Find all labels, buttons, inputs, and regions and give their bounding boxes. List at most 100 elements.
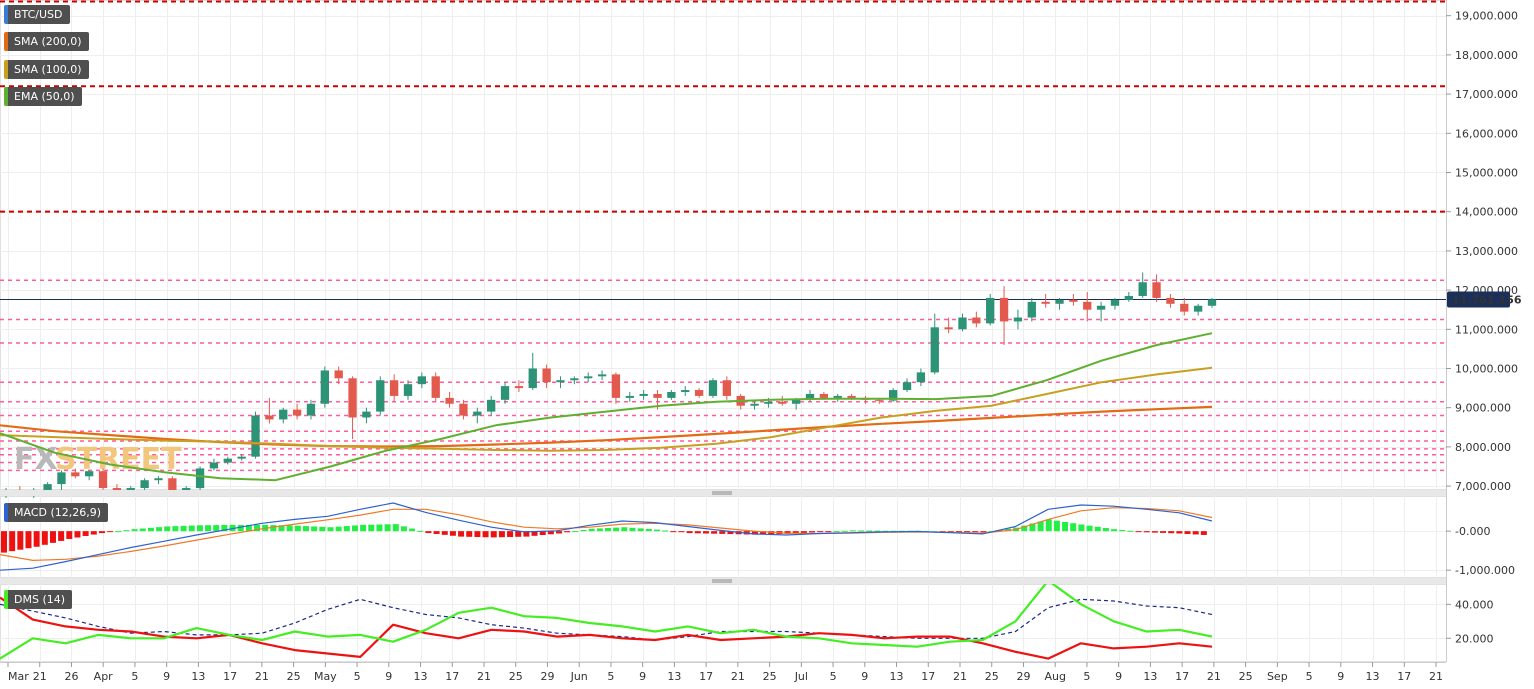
x-tick-label: 21 <box>1429 670 1443 683</box>
legend-macd[interactable]: MACD (12,26,9) <box>4 503 109 522</box>
macd-histogram-bar <box>180 525 187 532</box>
macd-histogram-bar <box>678 531 685 533</box>
candle <box>639 390 648 400</box>
macd-histogram-bar <box>572 531 579 533</box>
candle-body <box>750 403 759 406</box>
candle <box>1152 274 1161 302</box>
x-tick-label: 17 <box>223 670 237 683</box>
last-price-badge-bg <box>1447 291 1510 308</box>
legend-sma-200[interactable]: SMA (200,0) <box>4 32 89 51</box>
candle <box>71 468 80 479</box>
macd-histogram-bar <box>1070 523 1077 532</box>
macd-histogram-bar <box>139 528 146 532</box>
plus-di-line <box>0 579 1213 660</box>
candle-body <box>265 415 274 420</box>
candle <box>459 399 468 420</box>
macd-histogram-bar <box>531 531 538 536</box>
candle-body <box>833 395 842 398</box>
candle-body <box>154 478 163 481</box>
macd-histogram-bar <box>237 524 244 532</box>
macd-histogram-bar <box>792 531 799 534</box>
y-tick-label: 9,000.000 <box>1455 402 1511 415</box>
legend-sma-100[interactable]: SMA (100,0) <box>4 60 89 79</box>
candle-body <box>570 378 579 381</box>
candle-body <box>112 488 122 490</box>
macd-histogram-bar <box>409 528 416 532</box>
macd-histogram-bar <box>156 527 163 532</box>
macd-histogram-bar <box>1102 528 1109 532</box>
ema-50-line <box>0 332 1213 482</box>
candle-body <box>819 393 829 398</box>
macd-line <box>0 502 1213 571</box>
macd-histogram-bar <box>629 527 636 532</box>
chart-grid <box>0 0 1447 662</box>
candle-body <box>542 368 551 383</box>
splitter-dms[interactable] <box>0 578 1446 584</box>
macd-histogram-bar <box>1053 520 1060 532</box>
x-tick-label: 17 <box>1397 670 1411 683</box>
candle-body <box>667 392 676 398</box>
legend-dms[interactable]: DMS (14) <box>4 590 73 609</box>
candle <box>417 372 427 389</box>
candle <box>168 476 177 492</box>
candle-body <box>889 390 898 401</box>
macd-histogram-bar <box>1111 529 1118 532</box>
candle <box>279 407 288 424</box>
macd-histogram-bar <box>466 531 473 537</box>
minus-di-line <box>0 596 1213 660</box>
candle-body <box>98 471 108 489</box>
candle-body <box>182 488 191 490</box>
candle-body <box>1041 301 1050 304</box>
macd-histogram-bar <box>539 531 546 536</box>
macd-histogram-bar <box>1176 531 1183 534</box>
candle-body <box>944 327 953 330</box>
macd-histogram-bar <box>498 531 505 538</box>
y-tick-label: 18,000.000 <box>1455 49 1518 62</box>
candle-body <box>1193 305 1203 312</box>
x-tick-label: 29 <box>1016 670 1030 683</box>
candle-body <box>195 468 205 489</box>
y-tick-label: 40.000 <box>1455 598 1494 611</box>
macd-histogram-bar <box>588 528 595 532</box>
macd-histogram-bar <box>1168 531 1175 534</box>
macd-histogram-bar <box>833 531 840 533</box>
candle <box>514 380 524 392</box>
macd-histogram-bar <box>9 531 16 552</box>
macd-histogram-bar <box>245 524 252 532</box>
macd-histogram-bar <box>858 530 865 532</box>
macd-histogram-bar <box>556 531 563 534</box>
dms-panel <box>0 579 1213 660</box>
macd-histogram-bar <box>1094 526 1101 532</box>
x-tick-label: 25 <box>1239 670 1253 683</box>
macd-histogram-bar <box>637 528 644 532</box>
macd-histogram-bar <box>1184 531 1191 534</box>
candle <box>1041 294 1050 308</box>
macd-histogram-bar <box>825 531 832 533</box>
macd-histogram-bar <box>433 531 440 534</box>
panel-splitters[interactable] <box>0 490 1446 584</box>
candle-body <box>1069 299 1078 302</box>
time-axis: Mar 21 26 Apr 5 9 13 17 21 25 May 5 9 13 17 21 25 29 Jun 5 9… <box>0 662 1446 683</box>
candle <box>1138 272 1147 298</box>
splitter-macd[interactable] <box>0 490 1446 496</box>
candle-body <box>958 317 967 330</box>
legend-ema-50[interactable]: EMA (50,0) <box>4 87 82 106</box>
macd-histogram-bar <box>760 531 767 535</box>
candle-body <box>209 462 219 469</box>
candle <box>1069 294 1078 306</box>
candle <box>57 470 66 490</box>
candle <box>1193 303 1203 316</box>
candle <box>320 366 329 408</box>
macd-histogram-bar <box>147 527 154 532</box>
candle-body <box>292 409 302 416</box>
candle-body <box>348 378 357 418</box>
macd-histogram-bar <box>286 525 293 532</box>
candle-body <box>1207 299 1217 306</box>
candle <box>1124 292 1133 302</box>
y-tick-label: -1,000.000 <box>1455 564 1515 577</box>
candle <box>209 458 219 471</box>
candle-body <box>722 380 731 396</box>
candle-body <box>237 456 246 459</box>
legend-symbol[interactable]: BTC/USD <box>4 5 70 24</box>
macd-panel <box>0 502 1213 571</box>
